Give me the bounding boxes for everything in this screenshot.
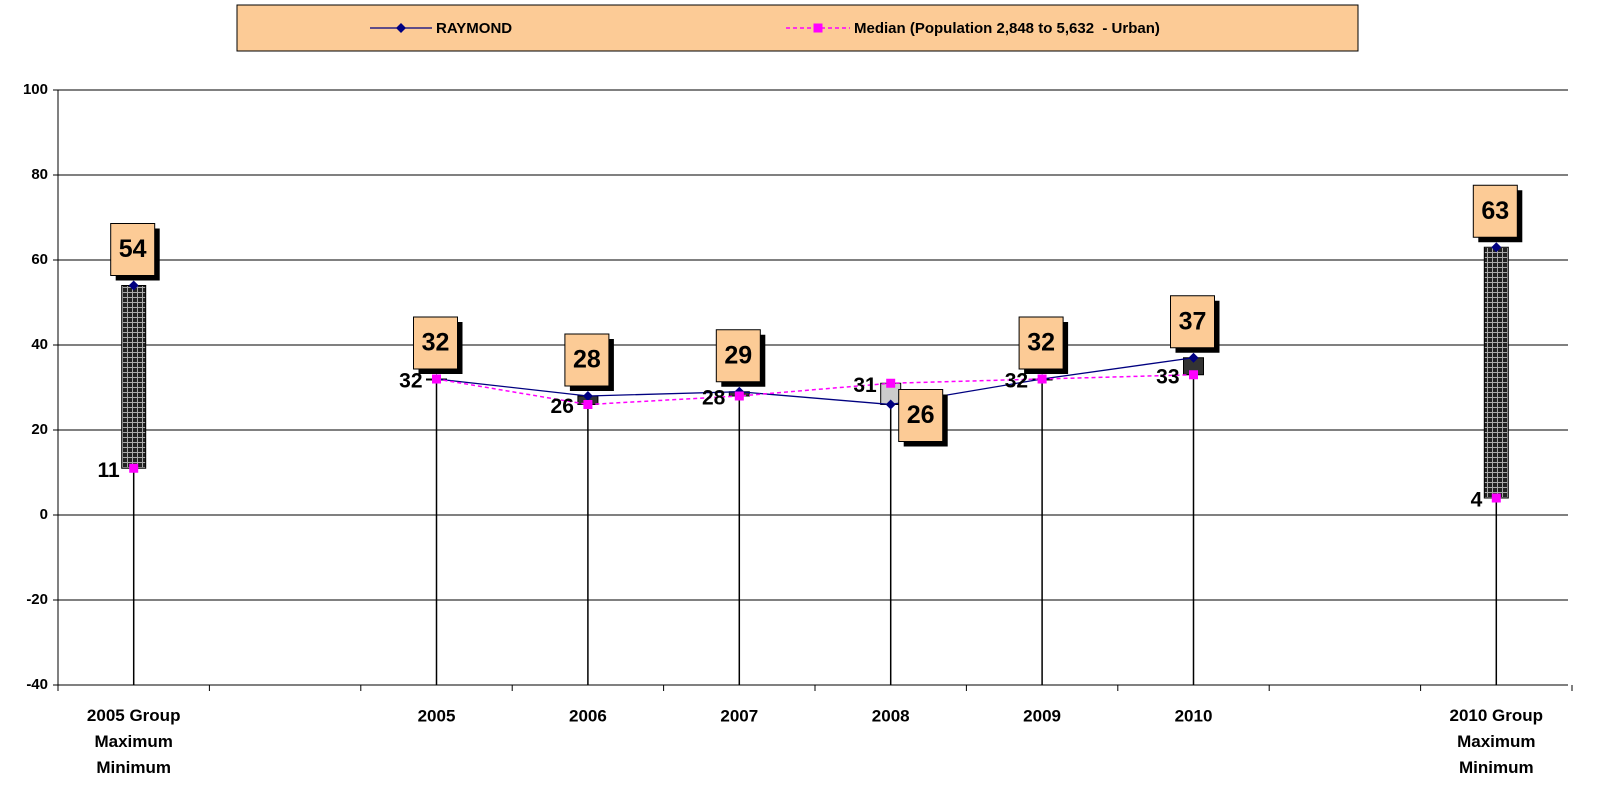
marker-median [1189,370,1198,380]
data-label: 33 [1156,365,1179,388]
data-label: 32 [1027,329,1055,357]
x-tick-label: 2005 Group Maximum Minimum [87,706,181,777]
label-box [715,329,761,383]
label-box [110,223,156,276]
marker-raymond [885,399,896,410]
y-tick-label: 80 [31,166,48,183]
data-label: 54 [119,235,147,263]
y-tick-label: 20 [31,421,48,438]
marker-median [886,378,896,388]
x-tick-label: 2007 [720,706,758,725]
x-tick-label: 2009 [1023,706,1061,725]
range-bar [1483,246,1509,499]
marker-raymond [1491,242,1502,253]
series-line [437,375,1497,498]
y-tick-label: 0 [40,506,48,523]
data-label: 37 [1179,307,1207,335]
marker-median [1037,374,1047,384]
data-label: 32 [1005,370,1028,393]
marker-raymond [1188,352,1199,363]
marker-median [1491,493,1501,503]
range-bar [121,285,147,469]
marker-raymond [128,280,139,291]
data-label: 26 [551,395,574,418]
data-label: 11 [97,459,120,482]
marker-median [129,463,139,473]
x-tick-label: 2010 Group Maximum Minimum [1450,706,1544,777]
legend-marker [813,23,823,33]
marker-median [583,400,593,409]
data-label: 26 [907,401,935,429]
y-tick-label: -40 [26,676,48,693]
marker-median [432,374,441,384]
data-label: 32 [399,370,422,393]
marker-median [734,391,744,401]
x-tick-label: 2005 [418,706,456,725]
x-tick-label: 2006 [569,706,607,725]
legend-marker [396,23,406,33]
y-tick-label: 60 [31,251,48,268]
label-box [564,333,610,387]
x-tick-label: 2008 [872,706,910,725]
label-box [898,389,944,442]
label-box [413,316,458,370]
x-tick-label: 2010 [1175,706,1213,725]
data-label: 28 [702,387,726,410]
data-label: 29 [724,341,752,369]
data-label: 32 [422,329,450,357]
y-tick-label: 100 [23,81,48,98]
data-label: 63 [1481,197,1509,225]
data-label: 31 [853,374,877,397]
marker-raymond [582,391,593,401]
legend-label: Median (Population 2,848 to 5,632 - Urba… [854,20,1160,37]
y-tick-label: 40 [31,336,48,353]
legend-label: RAYMOND [436,20,512,37]
label-box [1018,316,1064,370]
label-box [1170,295,1215,349]
data-label: 4 [1471,489,1483,512]
y-tick-label: -20 [26,591,48,608]
data-label: 28 [573,346,601,374]
label-box [1472,184,1518,238]
